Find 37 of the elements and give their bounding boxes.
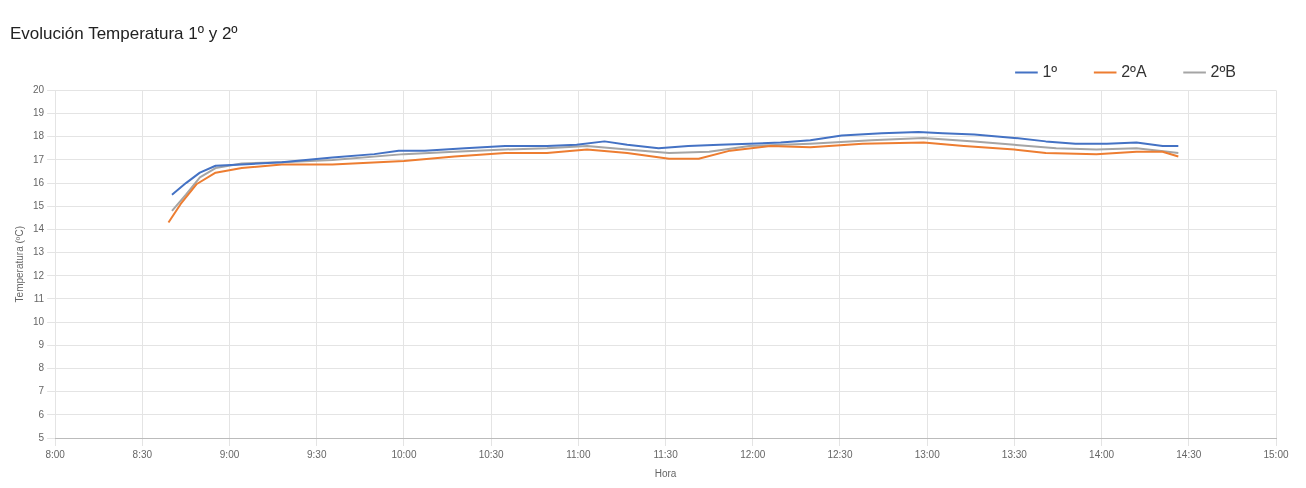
y-tick-label: 5 — [38, 431, 45, 443]
y-tick-label: 10 — [33, 315, 45, 327]
y-tick-label: 13 — [33, 246, 45, 258]
x-tick-label: 14:00 — [1089, 448, 1115, 460]
legend-label: 1º — [1042, 62, 1058, 80]
y-tick-label: 14 — [33, 223, 45, 235]
legend-label: 2ºA — [1121, 62, 1147, 80]
x-tick-label: 12:00 — [740, 448, 766, 460]
y-tick-label: 15 — [33, 200, 45, 212]
x-tick-label: 13:30 — [1001, 448, 1028, 460]
y-tick-label: 9 — [38, 339, 45, 351]
x-tick-label: 11:00 — [566, 448, 591, 460]
legend-label: 2ºB — [1210, 62, 1237, 80]
y-tick-label: 7 — [38, 385, 45, 397]
x-tick-label: 11:30 — [653, 448, 679, 460]
x-tick-label: 13:00 — [914, 448, 941, 460]
y-tick-label: 16 — [33, 176, 45, 188]
y-tick-label: 8 — [38, 362, 45, 374]
x-tick-label: 9:00 — [219, 448, 240, 460]
x-tick-label: 9:30 — [307, 448, 327, 460]
x-tick-label: 14:30 — [1176, 448, 1202, 460]
y-tick-label: 11 — [33, 292, 45, 304]
x-tick-label: 12:30 — [827, 448, 853, 460]
y-tick-label: 12 — [33, 269, 45, 281]
x-tick-label: 8:00 — [45, 448, 66, 460]
y-tick-label: 17 — [33, 153, 45, 165]
x-axis-title: Hora — [654, 467, 677, 479]
chart-title: Evolución Temperatura 1º y 2º — [10, 23, 238, 43]
y-tick-label: 20 — [33, 84, 45, 96]
x-tick-label: 10:00 — [391, 448, 417, 460]
x-tick-label: 10:30 — [478, 448, 505, 460]
y-tick-label: 19 — [33, 107, 45, 119]
x-tick-label: 15:00 — [1263, 448, 1289, 460]
y-tick-label: 18 — [33, 130, 45, 142]
y-tick-label: 6 — [38, 408, 45, 420]
y-axis-title: Temperatura (ºC) — [13, 225, 25, 303]
x-tick-label: 8:30 — [132, 448, 153, 460]
